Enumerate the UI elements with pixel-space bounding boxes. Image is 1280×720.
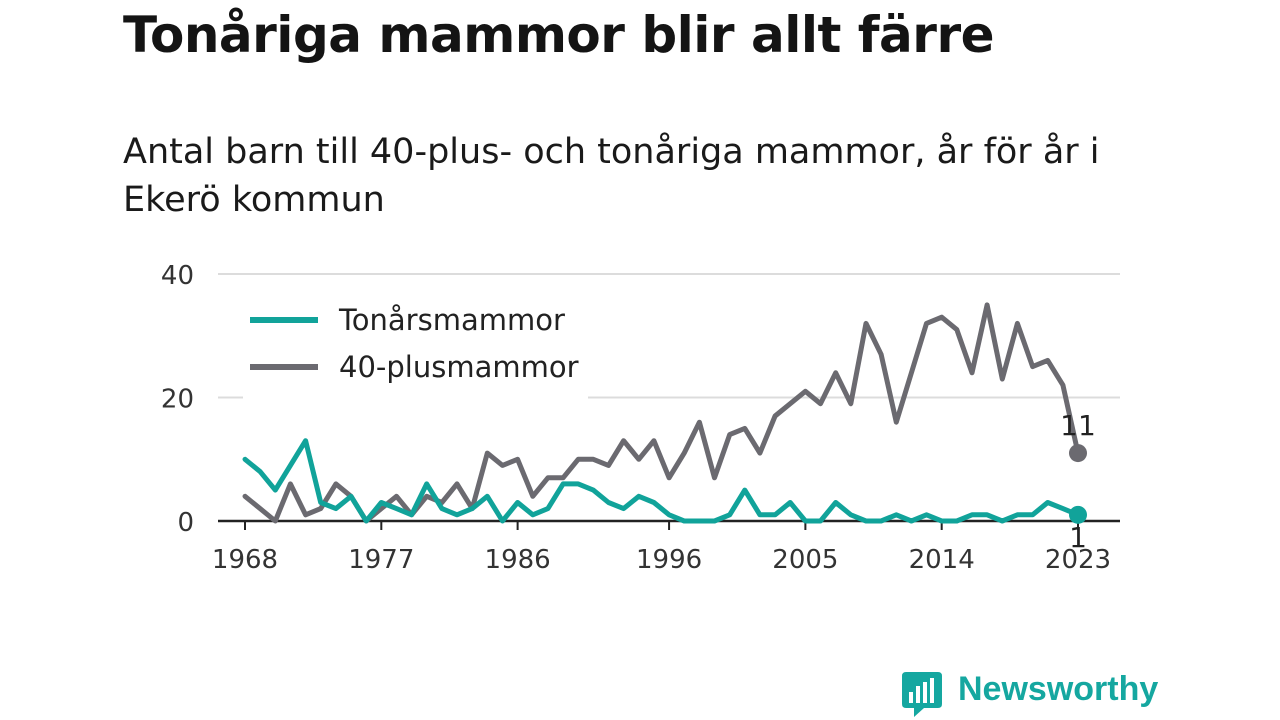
y-tick-label: 40 [161,261,194,291]
legend-label: Tonårsmammor [338,303,565,337]
x-axis: 1968 1977 1986 1996 2005 2014 2023 [212,519,1120,575]
legend-label: 40-plusmammor [339,350,579,384]
x-tick-label: 2014 [909,545,975,575]
x-tick-label: 1986 [485,545,551,575]
chart-title: Tonåriga mammor blir allt färre [123,6,995,64]
x-tick-label: 2023 [1045,545,1111,575]
x-tick-label: 1968 [212,545,278,575]
x-tick-label: 1977 [348,545,414,575]
y-tick-label: 20 [161,385,194,415]
legend: Tonårsmammor 40-plusmammor [243,296,588,400]
newsworthy-logo: Newsworthy [902,670,1158,720]
legend-background [243,296,588,400]
logo-text: Newsworthy [958,670,1159,708]
series-line [242,302,1081,524]
end-point [1069,505,1087,524]
x-tick-label: 1996 [636,545,702,575]
end-label: 11 [1060,409,1096,442]
end-labels: 111 [1060,409,1096,554]
y-axis-ticks: 0 20 40 [161,261,194,538]
end-label: 1 [1069,521,1087,554]
series-line [242,438,1081,524]
y-tick-label: 0 [177,508,194,538]
chart-subtitle: Antal barn till 40-plus- och tonåriga ma… [123,132,1100,220]
bar-chart-icon [902,672,942,717]
x-tick-label: 2005 [772,545,838,575]
line-chart: 0 20 40 1968 1977 1986 1996 2005 2014 2023 Tonår… [161,261,1120,575]
series-lines [242,302,1081,524]
end-point [1069,444,1087,463]
